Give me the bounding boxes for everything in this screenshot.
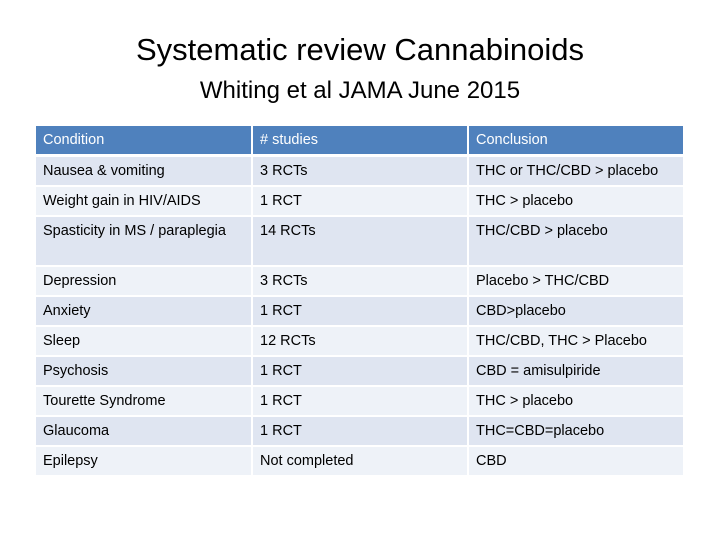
- cell-condition: Epilepsy: [36, 446, 253, 477]
- cell-studies: 1 RCT: [252, 186, 469, 217]
- cell-condition: Glaucoma: [36, 416, 253, 447]
- cell-conclusion: CBD: [468, 446, 685, 477]
- cell-conclusion: THC/CBD, THC > Placebo: [468, 326, 685, 357]
- cell-studies: 1 RCT: [252, 296, 469, 327]
- header-conclusion: Conclusion: [468, 126, 685, 157]
- cell-studies: 1 RCT: [252, 356, 469, 387]
- table-row: Sleep 12 RCTs THC/CBD, THC > Placebo: [36, 326, 685, 357]
- cell-condition: Psychosis: [36, 356, 253, 387]
- table-row: Nausea & vomiting 3 RCTs THC or THC/CBD …: [36, 155, 685, 187]
- cell-condition: Anxiety: [36, 296, 253, 327]
- table-row: Psychosis 1 RCT CBD = amisulpiride: [36, 356, 685, 387]
- cell-condition: Depression: [36, 266, 253, 297]
- cell-condition: Tourette Syndrome: [36, 386, 253, 417]
- header-studies: # studies: [252, 126, 469, 157]
- table-row: Weight gain in HIV/AIDS 1 RCT THC > plac…: [36, 186, 685, 217]
- cell-condition: Spasticity in MS / paraplegia: [36, 216, 253, 267]
- table-row: Tourette Syndrome 1 RCT THC > placebo: [36, 386, 685, 417]
- cell-conclusion: CBD = amisulpiride: [468, 356, 685, 387]
- table-row: Spasticity in MS / paraplegia 14 RCTs TH…: [36, 216, 685, 267]
- cell-conclusion: CBD>placebo: [468, 296, 685, 327]
- cell-studies: 12 RCTs: [252, 326, 469, 357]
- cell-studies: 14 RCTs: [252, 216, 469, 267]
- cell-conclusion: Placebo > THC/CBD: [468, 266, 685, 297]
- slide-subtitle: Whiting et al JAMA June 2015: [199, 77, 521, 104]
- cell-condition: Nausea & vomiting: [36, 155, 253, 187]
- table-row: Glaucoma 1 RCT THC=CBD=placebo: [36, 416, 685, 447]
- table-header-row: Condition # studies Conclusion: [36, 126, 685, 157]
- cell-studies: 3 RCTs: [252, 266, 469, 297]
- cell-studies: 3 RCTs: [252, 155, 469, 187]
- cell-conclusion: THC > placebo: [468, 386, 685, 417]
- results-table: Condition # studies Conclusion Nausea & …: [36, 126, 685, 477]
- cell-studies: 1 RCT: [252, 416, 469, 447]
- cell-conclusion: THC > placebo: [468, 186, 685, 217]
- cell-conclusion: THC or THC/CBD > placebo: [468, 155, 685, 187]
- header-condition: Condition: [36, 126, 253, 157]
- cell-studies: Not completed: [252, 446, 469, 477]
- cell-studies: 1 RCT: [252, 386, 469, 417]
- table-row: Depression 3 RCTs Placebo > THC/CBD: [36, 266, 685, 297]
- cell-conclusion: THC=CBD=placebo: [468, 416, 685, 447]
- slide-title: Systematic review Cannabinoids: [136, 32, 584, 67]
- cell-condition: Weight gain in HIV/AIDS: [36, 186, 253, 217]
- table-row: Anxiety 1 RCT CBD>placebo: [36, 296, 685, 327]
- cell-condition: Sleep: [36, 326, 253, 357]
- table-row: Epilepsy Not completed CBD: [36, 446, 685, 477]
- cell-conclusion: THC/CBD > placebo: [468, 216, 685, 267]
